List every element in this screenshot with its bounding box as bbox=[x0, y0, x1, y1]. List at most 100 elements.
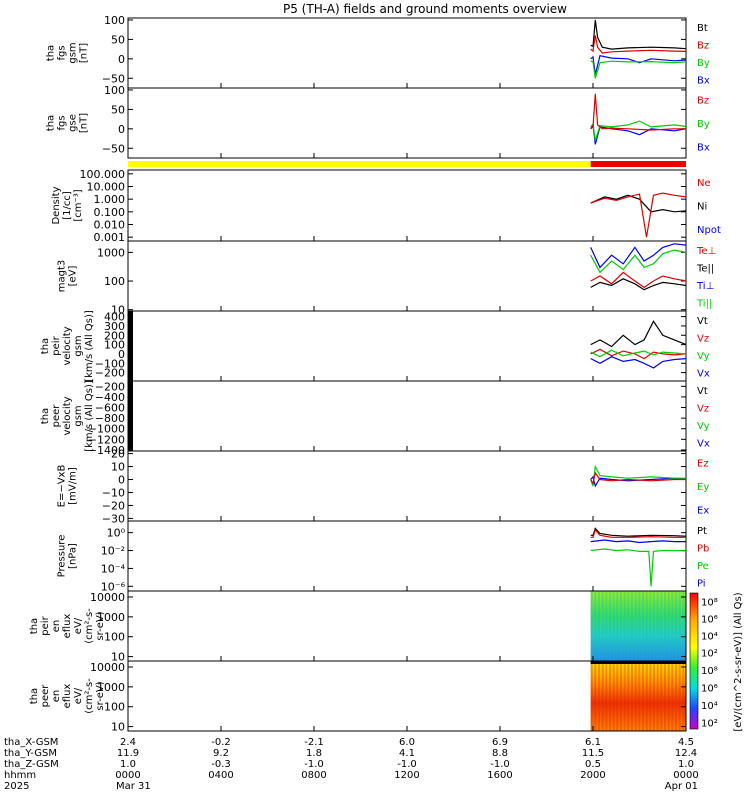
spectrogram-stripe bbox=[682, 591, 685, 661]
time-axis-value: 0400 bbox=[208, 770, 233, 781]
legend-entry: Vt bbox=[697, 386, 708, 397]
y-axis-label: peir bbox=[51, 335, 62, 355]
y-tick-label: −100 bbox=[95, 357, 125, 370]
data-gap-bar bbox=[128, 311, 133, 381]
series-line bbox=[590, 60, 687, 79]
panel-frame bbox=[127, 450, 687, 522]
legend-entry: Bz bbox=[697, 96, 709, 107]
legend-entry: Npot bbox=[697, 225, 721, 236]
legend-entry: Te|| bbox=[696, 263, 714, 274]
series-line bbox=[590, 539, 686, 544]
time-axis-value: -0.3 bbox=[211, 759, 231, 770]
y-tick-label: −200 bbox=[95, 380, 125, 393]
y-axis-label: tha bbox=[46, 115, 57, 131]
y-axis-label: peer bbox=[51, 404, 62, 428]
series-line bbox=[590, 271, 687, 289]
y-tick-label: 10 bbox=[111, 461, 125, 474]
time-axis-value: 1600 bbox=[487, 770, 512, 781]
time-axis-value: 6.1 bbox=[585, 737, 601, 748]
spectrogram-stripe bbox=[667, 591, 670, 661]
spectrogram-stripe bbox=[634, 661, 637, 731]
spectrogram-stripe bbox=[623, 661, 626, 731]
y-tick-label: −1000 bbox=[88, 423, 125, 436]
spectrogram-stripe bbox=[642, 591, 645, 661]
y-tick-label: −600 bbox=[95, 402, 125, 415]
y-tick-label: 400 bbox=[104, 311, 125, 324]
legend-entry: Ti⊥ bbox=[696, 281, 714, 292]
series-line bbox=[590, 471, 686, 486]
y-tick-label: 300 bbox=[104, 320, 125, 333]
y-tick-label: −20 bbox=[102, 499, 125, 512]
y-tick-label: 200 bbox=[104, 329, 125, 342]
y-axis-label: en bbox=[51, 690, 62, 703]
legend-entry: Ni bbox=[697, 202, 707, 213]
time-axis-value: 4.5 bbox=[678, 737, 694, 748]
time-axis-value: 1.0 bbox=[678, 759, 694, 770]
data-mode-bar bbox=[128, 161, 686, 167]
spectrogram-stripe bbox=[634, 591, 637, 661]
spectrogram-stripe bbox=[627, 661, 630, 731]
y-tick-label: 0 bbox=[118, 348, 125, 361]
time-axis-row-label: tha_Y-GSM bbox=[4, 748, 57, 759]
spectrogram-stripe bbox=[598, 661, 601, 731]
y-tick-label: 0.001 bbox=[94, 231, 126, 244]
series-line bbox=[590, 348, 687, 360]
legend-entry: Bz bbox=[697, 40, 709, 51]
series-line bbox=[590, 320, 687, 348]
legend-entry: Ne bbox=[697, 178, 711, 189]
colorbar-tick-label: 10⁶ bbox=[701, 615, 718, 626]
y-axis-label: gsm bbox=[68, 42, 79, 63]
spectrogram-stripe bbox=[638, 661, 641, 731]
series-line bbox=[590, 349, 687, 358]
spectrogram-stripe bbox=[664, 591, 667, 661]
series-line bbox=[590, 464, 686, 487]
y-tick-label: 20 bbox=[111, 448, 125, 461]
chart-title: P5 (TH-A) fields and ground moments over… bbox=[283, 2, 567, 16]
y-tick-label: −50 bbox=[102, 72, 125, 85]
time-axis-value: -1.0 bbox=[304, 759, 324, 770]
y-tick-label: 1.000 bbox=[94, 193, 126, 206]
series-line bbox=[590, 528, 686, 538]
colorbar: 10⁸ 10⁶ 10⁴ 10² 10⁸ 10⁶ 10⁴ 10² [eV/(cm^2-s-sr-e… bbox=[689, 592, 744, 732]
time-axis-row-label: hhmm bbox=[4, 770, 36, 781]
panel-peer-velocity: −200−400−600−800−1000−1200−1400 tha peer ve… bbox=[40, 380, 710, 457]
spectrogram-stripe bbox=[620, 591, 623, 661]
panel-temperature: 1000 100 10 magt3 [eV] Te⊥ Te|| Ti⊥ Ti|| bbox=[57, 240, 716, 317]
y-axis-label: gsm bbox=[73, 335, 84, 356]
y-tick-label: −1400 bbox=[88, 444, 125, 457]
spectrogram-stripe bbox=[609, 591, 612, 661]
series-line bbox=[590, 123, 687, 145]
y-axis-label: E=−VxB bbox=[57, 465, 68, 508]
y-axis-label: fgs bbox=[57, 115, 68, 130]
series-line bbox=[590, 278, 687, 291]
series-line bbox=[590, 35, 687, 54]
time-axis-value: 8.8 bbox=[492, 748, 508, 759]
y-tick-label: 10⁰ bbox=[107, 527, 126, 540]
legend-entry: Pb bbox=[697, 543, 709, 554]
time-axis-row-label: tha_X-GSM bbox=[4, 737, 58, 748]
spectrogram-stripe bbox=[598, 591, 601, 661]
time-axis-value: 1200 bbox=[394, 770, 419, 781]
panel-frame bbox=[127, 169, 687, 242]
y-tick-label: 1000 bbox=[97, 611, 125, 624]
y-axis-label: [nT] bbox=[79, 43, 90, 63]
colorbar-tick-label: 10⁶ bbox=[701, 683, 718, 694]
legend-entry: Ex bbox=[697, 505, 709, 516]
spectrogram-stripe bbox=[653, 661, 656, 731]
spectrogram-stripe bbox=[649, 661, 652, 731]
panel-frame bbox=[127, 380, 687, 452]
time-axis-value: Apr 01 bbox=[665, 781, 698, 792]
legend-entry: Vy bbox=[697, 351, 710, 362]
legend-entry: Pe bbox=[697, 561, 709, 572]
y-tick-label: 0.100 bbox=[94, 206, 126, 219]
y-tick-label: −400 bbox=[95, 391, 125, 404]
y-axis-label: peir bbox=[40, 615, 51, 635]
y-tick-label: −50 bbox=[102, 142, 125, 155]
y-tick-label: 1000 bbox=[97, 681, 125, 694]
y-axis-label: eflux bbox=[62, 684, 73, 709]
panel-peir-eflux: 10000 1000 100 10 tha peir en eflux eV/(cm²-s-sr… bbox=[29, 590, 687, 664]
spectrogram-stripe bbox=[601, 661, 604, 731]
